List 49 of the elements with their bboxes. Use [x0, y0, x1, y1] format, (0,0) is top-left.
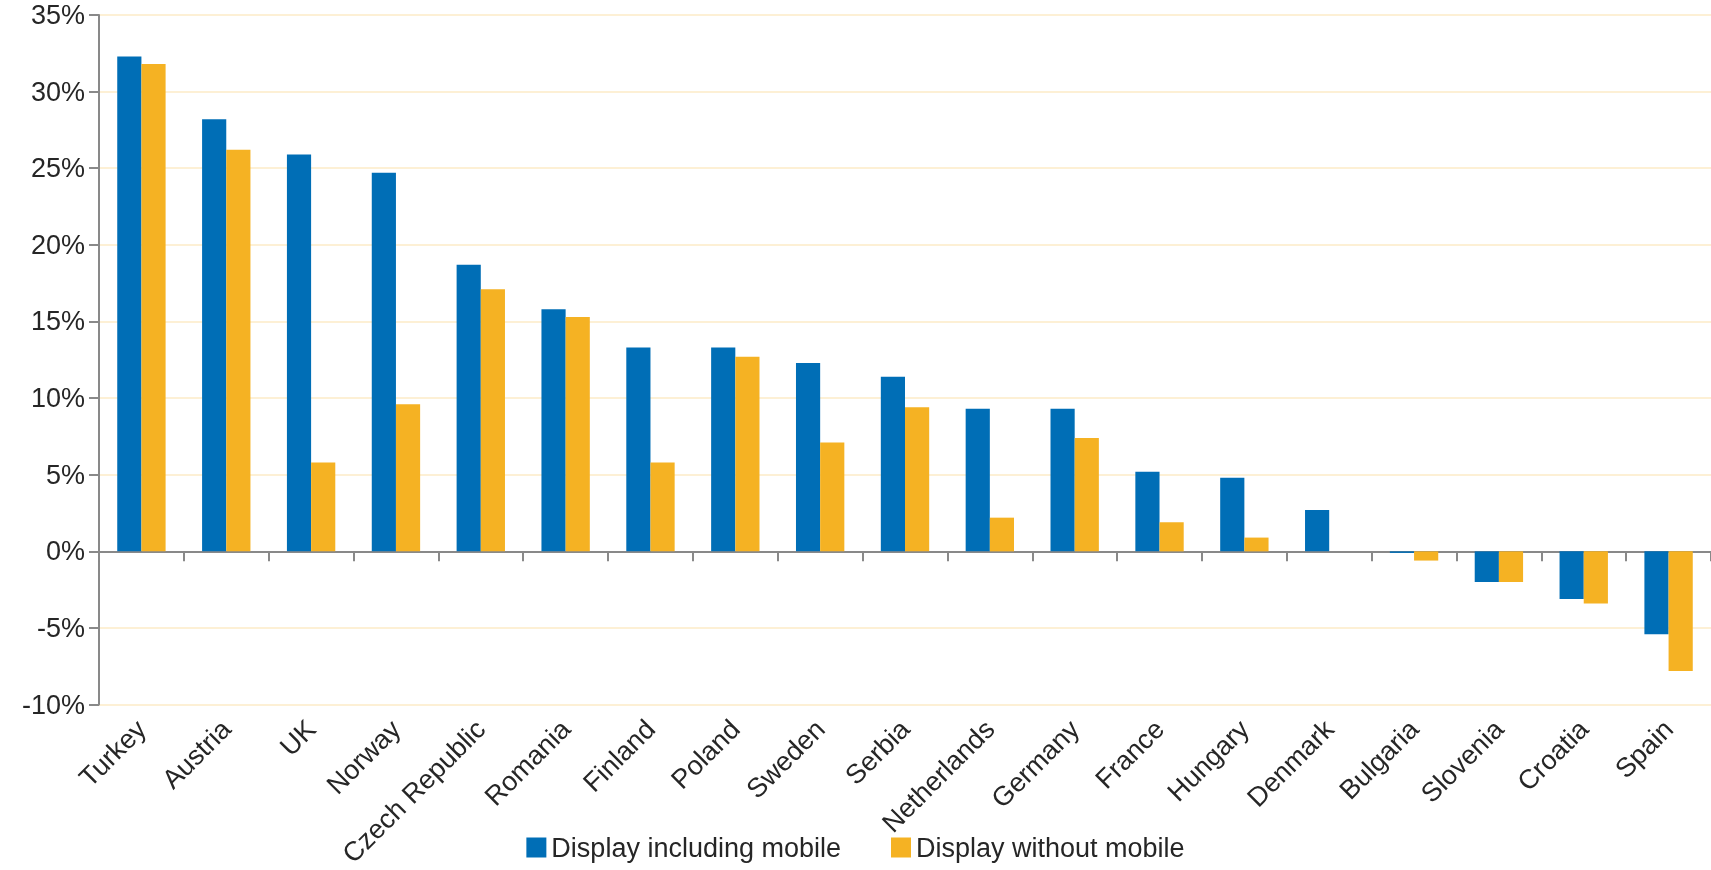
bar	[905, 407, 930, 552]
bar	[626, 347, 651, 552]
bar	[1244, 537, 1269, 552]
bar	[395, 404, 421, 552]
y-tick-label: 25%	[30, 153, 85, 184]
y-tick-label: 15%	[30, 306, 85, 337]
bar	[141, 64, 166, 552]
bar	[1559, 551, 1584, 599]
bar	[1220, 477, 1245, 552]
legend-label: Display without mobile	[916, 832, 1185, 863]
bar	[735, 356, 760, 552]
y-tick-label: 10%	[30, 383, 85, 414]
bar	[202, 119, 227, 552]
legend-label: Display including mobile	[551, 832, 842, 863]
bar	[711, 347, 736, 552]
y-tick-label: 0%	[45, 536, 85, 567]
y-tick-label: -10%	[21, 689, 85, 720]
bar	[795, 362, 821, 552]
y-tick-label: 30%	[30, 76, 85, 107]
bar	[1668, 551, 1693, 671]
y-tick-label: 35%	[30, 0, 85, 30]
bar	[1050, 408, 1075, 552]
bar	[541, 309, 566, 552]
bar	[565, 316, 590, 552]
bar	[311, 462, 336, 552]
bar	[1074, 437, 1099, 552]
bar	[1135, 471, 1160, 552]
bar	[1583, 551, 1608, 604]
bar	[965, 408, 990, 552]
bar	[1159, 522, 1184, 552]
bar	[286, 154, 312, 552]
x-tick-label: UK	[273, 714, 322, 762]
bar	[880, 376, 905, 552]
bar	[226, 149, 251, 552]
bar	[1474, 551, 1499, 583]
bar	[1305, 510, 1330, 552]
bar	[650, 462, 675, 552]
y-tick-label: 5%	[45, 459, 85, 490]
bar	[371, 172, 396, 552]
bar	[1414, 551, 1439, 561]
bar	[989, 517, 1015, 552]
bar	[480, 289, 505, 552]
bar	[1644, 551, 1669, 635]
bar	[117, 56, 142, 552]
bar	[820, 442, 845, 552]
y-tick-label: -5%	[36, 613, 85, 643]
bar	[1498, 551, 1524, 583]
y-tick-label: 20%	[30, 229, 85, 260]
bar	[456, 264, 481, 552]
